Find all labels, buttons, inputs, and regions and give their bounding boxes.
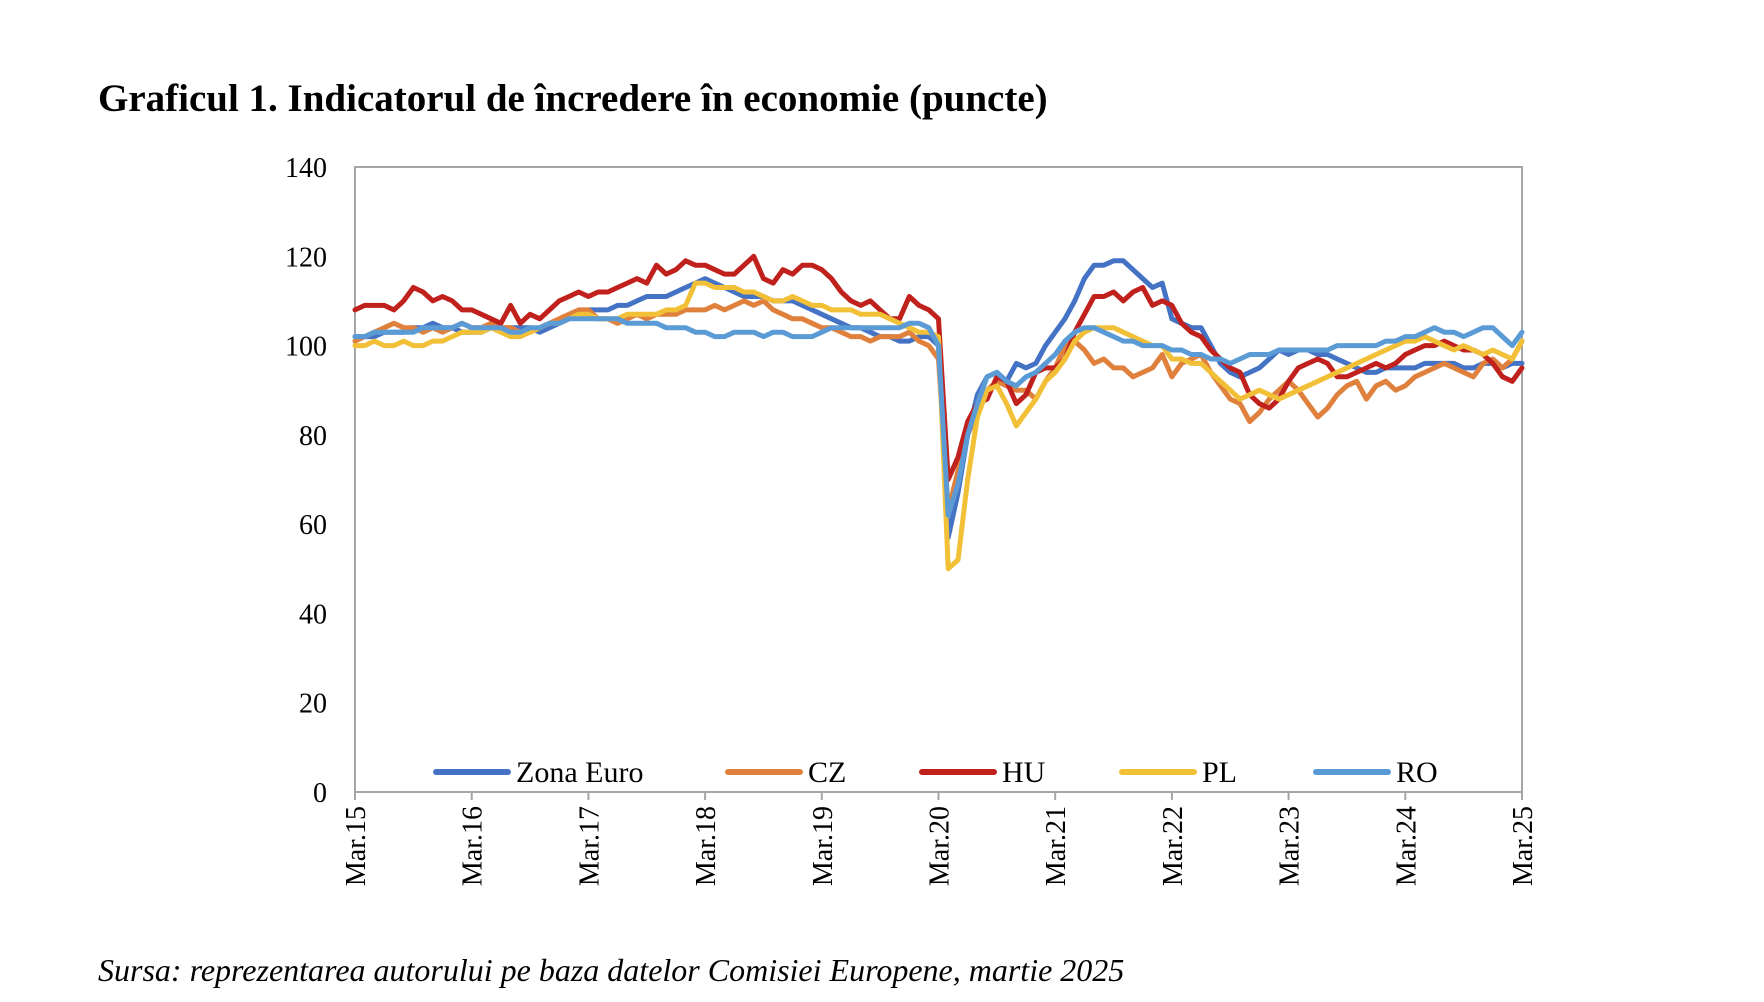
- legend-label: RO: [1396, 756, 1438, 789]
- legend: Zona Euro CZ HU PL RO: [433, 756, 1438, 789]
- chart-source-note: Sursa: reprezentarea autorului pe baza d…: [98, 952, 1125, 988]
- y-tick-label: 20: [299, 689, 327, 720]
- series-lines: [352, 253, 1525, 572]
- legend-item-zona-euro: Zona Euro: [433, 756, 643, 789]
- x-tick-label: Mar.15: [341, 806, 372, 886]
- x-tick-label: Mar.17: [574, 806, 605, 886]
- chart-title: Graficul 1. Indicatorul de încredere în …: [98, 77, 1048, 120]
- y-tick-label: 80: [299, 421, 327, 452]
- series-line-ro: [352, 316, 1525, 518]
- legend-item-pl: PL: [1119, 756, 1237, 789]
- x-tick-label: Mar.20: [925, 806, 956, 886]
- legend-label: HU: [1002, 756, 1046, 789]
- legend-item-cz: CZ: [725, 756, 846, 789]
- x-tick-label: Mar.22: [1158, 806, 1189, 886]
- legend-item-hu: HU: [919, 756, 1046, 789]
- y-tick-label: 0: [313, 778, 327, 809]
- y-tick-label: 60: [299, 510, 327, 541]
- y-tick-label: 40: [299, 599, 327, 630]
- legend-label: CZ: [808, 756, 846, 789]
- x-tick-label: Mar.23: [1275, 806, 1306, 886]
- plot-area-frame: [354, 166, 1523, 793]
- series-line-hu: [352, 253, 1525, 482]
- x-tick-label: Mar.21: [1041, 806, 1072, 886]
- axes: 0 20 40 60 80 100 120 140 Mar.15 Mar.16 Mar.17 Mar.…: [285, 153, 1539, 886]
- y-tick-label: 140: [285, 153, 327, 184]
- x-tick-label: Mar.16: [458, 806, 489, 886]
- series-line-zona-euro: [352, 258, 1525, 540]
- x-tick-label: Mar.25: [1508, 806, 1539, 886]
- x-tick-label: Mar.19: [808, 806, 839, 886]
- x-tick-label: Mar.18: [691, 806, 722, 886]
- y-tick-label: 120: [285, 242, 327, 273]
- x-tick-label: Mar.24: [1391, 806, 1422, 886]
- legend-label: Zona Euro: [516, 756, 643, 789]
- legend-item-ro: RO: [1313, 756, 1438, 789]
- y-tick-label: 100: [285, 332, 327, 363]
- legend-label: PL: [1202, 756, 1237, 789]
